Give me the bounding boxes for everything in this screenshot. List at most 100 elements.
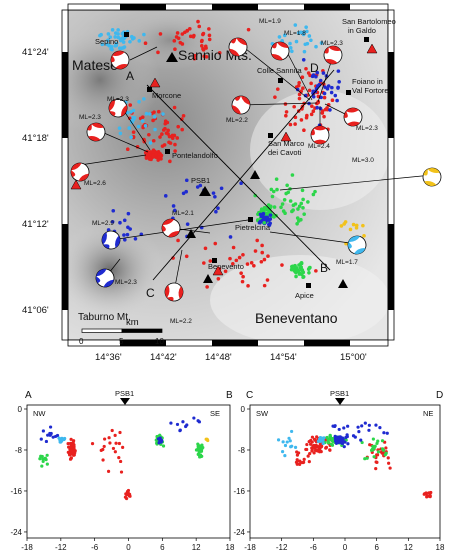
epicenter-dot [196, 19, 200, 24]
hypocenter-dot [306, 454, 310, 458]
epicenter-dot [351, 222, 356, 227]
hypocenter-dot [331, 424, 335, 428]
hypocenter-dot [43, 456, 47, 460]
hypocenter-dot [386, 456, 390, 460]
epicenter-dot [325, 106, 329, 110]
epicenter-dot [156, 50, 160, 55]
cross-section-right: C D SW NE PSB1 -18 -12 -6 0 6 12 18 0 -8 -16 -24 [233, 389, 445, 550]
hypocenter-dot [41, 429, 45, 433]
epicenter-dot [354, 223, 359, 228]
hypocenter-dot [114, 441, 118, 445]
epicenter-dot [246, 27, 251, 32]
focal-mechanism-icon [164, 282, 184, 302]
section-end: D [436, 390, 443, 401]
focal-mechanism-icon [95, 268, 115, 288]
epicenter-dot [184, 254, 189, 259]
epicenter-dot [277, 35, 282, 39]
focal-mechanism-icon [101, 230, 121, 250]
epicenter-dot [302, 128, 306, 132]
epicenter-dot [304, 25, 308, 29]
epicenter-dot [128, 116, 132, 121]
epicenter-dot [106, 38, 110, 43]
hypocenter-dot [117, 441, 121, 446]
town-label: Colle Sannita [257, 66, 302, 75]
hypocenter-dot [359, 438, 363, 442]
epicenter-dot [136, 124, 141, 129]
epicenter-dot [303, 42, 308, 47]
epicenter-dot [163, 121, 168, 126]
epicenter-dot [137, 39, 142, 43]
station-triangle-icon [212, 265, 224, 276]
hypocenter-dot [161, 444, 166, 448]
epicenter-dot [160, 132, 164, 136]
epicenter-dot [175, 31, 180, 35]
epicenter-dot [131, 108, 136, 113]
epicenter-dot [300, 75, 305, 80]
lat-label: 41°12' [22, 219, 49, 230]
epicenter-dot [219, 186, 224, 191]
town-label: Val Fortore [352, 86, 389, 95]
epicenter-dot [151, 138, 156, 143]
section-direction: SW [256, 409, 269, 418]
hypocenter-dot [200, 443, 204, 447]
x-tick-label: 18 [226, 543, 235, 550]
epicenter-dot [310, 104, 314, 108]
epicenter-dot [318, 78, 323, 83]
hypocenter-dot [314, 448, 318, 452]
hypocenter-dot [283, 443, 288, 448]
hypocenter-dot [321, 441, 325, 446]
epicenter-dot [301, 197, 305, 202]
epicenter-dot [148, 141, 153, 145]
hypocenter-dot [156, 437, 161, 441]
epicenter-dot [323, 85, 327, 89]
epicenter-dot [122, 218, 127, 223]
epicenter-dot [128, 103, 133, 107]
epicenter-dot [234, 258, 239, 263]
epicenter-dot [284, 113, 288, 118]
hypocenter-dot [378, 425, 382, 430]
hypocenter-dot [102, 444, 106, 449]
hypocenter-dot [383, 453, 387, 457]
epicenter-dot [272, 215, 276, 219]
epicenter-dot [184, 178, 189, 183]
hypocenter-dot [351, 434, 356, 438]
epicenter-dot [122, 233, 126, 237]
hypocenter-dot [321, 437, 325, 441]
hypocenter-dot [328, 448, 332, 452]
epicenter-dot [173, 208, 177, 213]
hypocenter-dot [363, 421, 367, 425]
focal-mechanism-icon [108, 98, 128, 118]
hypocenter-dot [283, 454, 287, 458]
hypocenter-dot [117, 456, 121, 460]
focal-mechanism-icon [323, 45, 343, 65]
epicenter-dot [199, 44, 204, 48]
hypocenter-dot [200, 447, 204, 451]
hypocenter-dot [90, 442, 95, 446]
epicenter-dot [202, 54, 206, 59]
epicenter-dot [125, 232, 130, 237]
epicenter-dot [285, 183, 289, 188]
magnitude-label: ML=2.3 [115, 279, 137, 286]
epicenter-dot [301, 205, 305, 210]
section-line-cd [152, 69, 335, 281]
magnitude-label: ML=3.0 [352, 157, 374, 164]
epicenter-dot [302, 49, 307, 54]
epicenter-dot [293, 122, 297, 126]
epicenter-dot [240, 279, 245, 284]
x-tick-label: -18 [21, 543, 33, 550]
hypocenter-dot [48, 425, 53, 429]
epicenter-dot [152, 115, 157, 119]
hypocenter-dot [290, 429, 294, 434]
epicenter-dot [163, 126, 167, 131]
epicenter-dot [282, 33, 287, 38]
hypocenter-dot [126, 488, 131, 493]
hypocenter-dot [106, 469, 111, 473]
epicenter-dot [306, 267, 311, 271]
hypocenter-dot [293, 445, 298, 450]
epicenter-dot [143, 124, 148, 128]
section-start: A [25, 390, 32, 401]
hypocenter-dot [40, 454, 44, 459]
epicenter-dot [336, 86, 340, 90]
hypocenter-dot [318, 449, 322, 453]
epicenter-dot [109, 44, 114, 49]
